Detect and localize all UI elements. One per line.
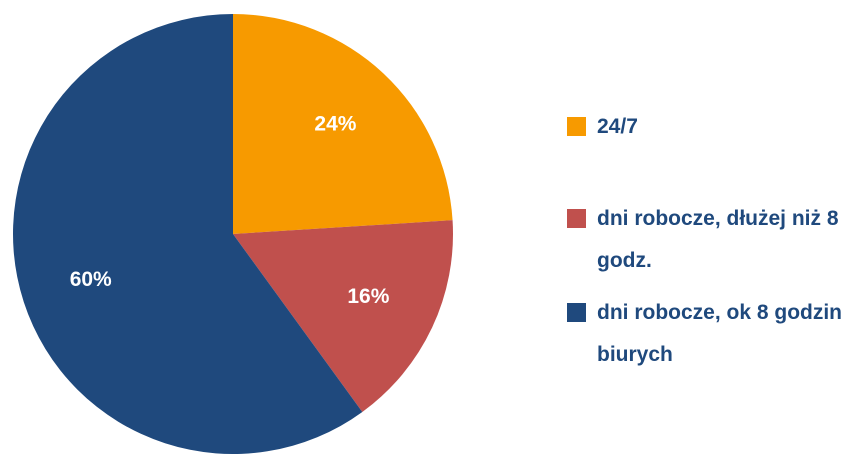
legend-swatch <box>567 209 586 228</box>
data-label: 16% <box>347 285 389 308</box>
legend-swatch <box>567 117 586 136</box>
data-label: 24% <box>314 112 356 135</box>
legend-label: 24/7 <box>597 115 638 138</box>
legend-item: dni robocze, dłużej niż 8 godz. <box>567 198 847 282</box>
data-label: 60% <box>70 268 112 291</box>
legend-label: dni robocze, ok 8 godzin biurych <box>597 301 843 366</box>
legend-item: dni robocze, ok 8 godzin biurych <box>567 292 847 376</box>
pie-slice <box>233 220 453 412</box>
pie-slice <box>13 14 363 454</box>
pie-slice <box>233 14 453 234</box>
legend-swatch <box>567 303 586 322</box>
legend-item: 24/7 <box>567 106 847 148</box>
legend-label: dni robocze, dłużej niż 8 godz. <box>597 207 839 272</box>
